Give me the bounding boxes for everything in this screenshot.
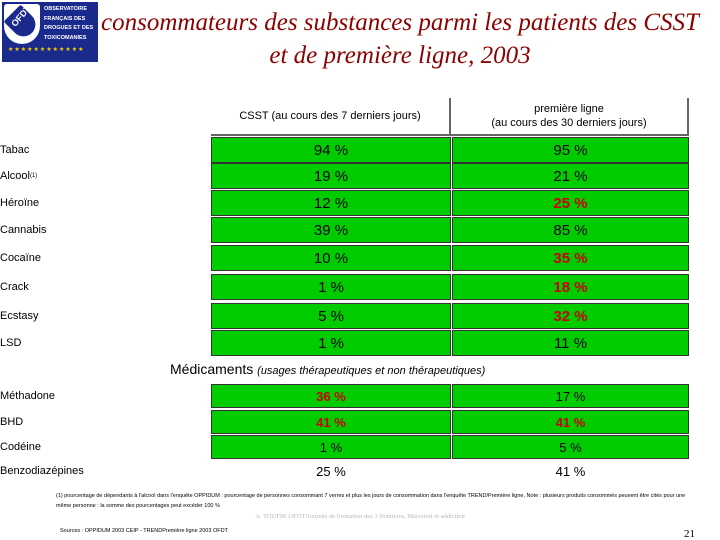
premiere-value: 95 % — [452, 137, 689, 163]
row-label: BHD — [0, 416, 24, 428]
table-row: Codéine 1 % 5 % — [0, 435, 690, 459]
row-label: Cocaïne — [0, 252, 41, 264]
row-label: Ecstasy — [0, 310, 39, 322]
medicaments-heading: Médicaments (usages thérapeutiques et no… — [170, 361, 486, 377]
premiere-value: 85 % — [452, 217, 689, 243]
row-label: Tabac — [0, 144, 30, 156]
table-row: Crack 1 % 18 % — [0, 274, 690, 300]
table-row: Cocaïne 10 % 35 % — [0, 245, 690, 271]
csst-value: 94 % — [211, 137, 451, 163]
premiere-value: 41 % — [555, 463, 586, 479]
footer-attribution: A. TOUFIK OFDT/Journée de formation des … — [255, 513, 465, 520]
table-row: LSD 1 % 11 % — [0, 330, 690, 356]
premiere-value: 25 % — [452, 190, 689, 216]
csst-value: 5 % — [211, 303, 451, 329]
csst-value: 39 % — [211, 217, 451, 243]
row-label: Codéine — [0, 441, 41, 453]
row-label: Benzodiazépines — [0, 465, 84, 477]
eu-stars-icon: ★★★★★★★★★★★★ — [8, 46, 85, 53]
csst-value: 1 % — [211, 330, 451, 356]
slide-title: consommateurs des substances parmi les p… — [101, 9, 699, 69]
premiere-value: 11 % — [452, 330, 689, 356]
csst-value: 25 % — [316, 463, 346, 479]
table-row: Benzodiazépines 25 % 41 % — [0, 459, 690, 483]
table-row: Héroïne 12 % 25 % — [0, 190, 690, 216]
ofdt-logo: OFDT ★★★★★★★★★★★★ OBSERVATOIRE FRANÇAIS … — [2, 2, 98, 62]
premiere-value: 17 % — [452, 384, 689, 408]
premiere-value: 41 % — [452, 410, 689, 434]
table-row: Ecstasy 5 % 32 % — [0, 303, 690, 329]
footnote: (1) pourcentage de dépendants à l'alcool… — [56, 493, 686, 509]
table-row: BHD 41 % 41 % — [0, 410, 690, 434]
premiere-value: 35 % — [452, 245, 689, 271]
row-label: Cannabis — [0, 224, 47, 236]
csst-value: 41 % — [211, 410, 451, 434]
premiere-value: 21 % — [452, 163, 689, 189]
sources: Sources : OPPIDUM 2003 CEIP - TRENDPremi… — [60, 528, 228, 534]
table-row: Méthadone 36 % 17 % — [0, 384, 690, 408]
csst-value: 1 % — [211, 435, 451, 459]
row-label: Méthadone — [0, 390, 56, 402]
row-label: Héroïne — [0, 197, 40, 209]
row-label: Crack — [0, 281, 29, 293]
header-premiere-ligne: première ligne (au cours des 30 derniers … — [451, 98, 689, 136]
logo-text: OBSERVATOIRE FRANÇAIS DES DROGUES ET DES… — [44, 6, 94, 41]
csst-value: 19 % — [211, 163, 451, 189]
row-label: Alcool (1) — [0, 170, 38, 182]
logo-shield-icon — [3, 4, 41, 44]
premiere-value: 18 % — [452, 274, 689, 300]
csst-value: 36 % — [211, 384, 451, 408]
table-row: Cannabis 39 % 85 % — [0, 217, 690, 243]
table-row: Tabac 94 % 95 % — [0, 137, 690, 163]
page-number: 21 — [684, 528, 695, 540]
csst-value: 1 % — [211, 274, 451, 300]
row-label: LSD — [0, 337, 22, 349]
premiere-value: 32 % — [452, 303, 689, 329]
table-row: Alcool (1) 19 % 21 % — [0, 163, 690, 189]
header-csst: CSST (au cours des 7 derniers jours) — [211, 98, 451, 136]
csst-value: 10 % — [211, 245, 451, 271]
premiere-value: 5 % — [452, 435, 689, 459]
csst-value: 12 % — [211, 190, 451, 216]
